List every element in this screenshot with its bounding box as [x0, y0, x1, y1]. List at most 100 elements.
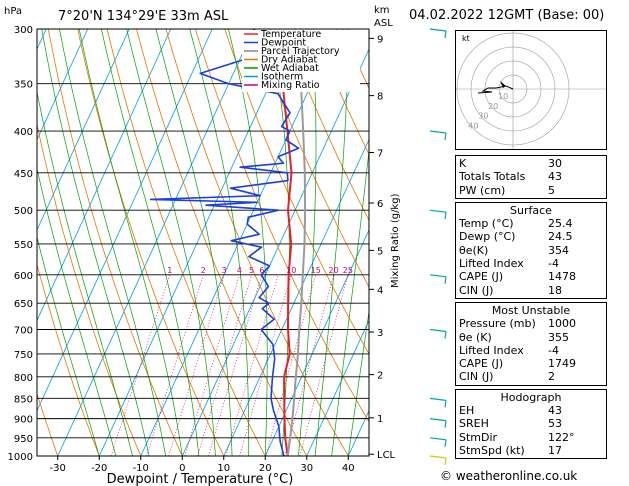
mixing-ratio-label: 20 [329, 266, 339, 275]
general-index-row: Totals Totals 43 [456, 170, 606, 183]
hodograph-index-row: StmSpd (kt) 17 [456, 444, 606, 457]
x-tick-label: 40 [342, 463, 355, 474]
dry-adiabat-line [165, 29, 349, 456]
mixing-ratio-label: 10 [286, 266, 296, 275]
km-tick-label: 9 [377, 34, 383, 45]
date-header: 04.02.2022 12GMT (Base: 00) [409, 8, 605, 23]
dry-adiabat-line [136, 29, 308, 456]
isotherm-line [98, 29, 296, 456]
unstable-index-row: θe (K) 355 [456, 331, 606, 344]
asl-label: ASL [374, 18, 393, 29]
unstable-index-value: 2 [548, 370, 555, 384]
sounding-traces [149, 29, 307, 456]
general-index-label: PW (cm) [459, 183, 506, 197]
hodograph-panel: kt 10 20 30 40 [455, 30, 607, 150]
pressure-label: 650 [14, 299, 33, 310]
surface-index-value: -4 [548, 257, 559, 271]
surface-index-value: 1478 [548, 270, 576, 284]
surface-index-row: θe(K) 354 [456, 244, 606, 257]
km-tick-label: 6 [377, 199, 383, 210]
x-tick-label: -20 [91, 463, 107, 474]
km-tick-label: 3 [377, 328, 383, 339]
isotherm-line [0, 29, 5, 456]
storm-motion-marker [500, 81, 506, 88]
general-index-value: 5 [548, 183, 555, 197]
wind-barb [429, 209, 447, 220]
legend-entry: Temperature [260, 29, 321, 40]
most-unstable-box: Most Unstable Pressure (mb) 1000 θe (K) 355… [455, 301, 607, 386]
legend-entry: Mixing Ratio [261, 80, 320, 91]
isotherm-line [223, 138, 369, 456]
mixing-ratio-label: 6 [259, 266, 264, 275]
hodograph-index-row: StmDir 122° [456, 431, 606, 444]
hodograph-index-row: EH 43 [456, 404, 606, 417]
hodograph-index-label: StmDir [459, 430, 498, 444]
wet-adiabat-line [347, 308, 369, 456]
wind-barbs [429, 28, 447, 466]
hodograph-ring-label: 30 [478, 112, 488, 121]
surface-index-row: CAPE (J) 1478 [456, 270, 606, 283]
unstable-index-row: CAPE (J) 1749 [456, 357, 606, 370]
surface-box: Surface Temp (°C) 25.4 Dewp (°C) 24.5 θe(K) 3… [455, 201, 607, 299]
pressure-label: 750 [14, 350, 33, 361]
hodograph-index-value: 122° [548, 430, 575, 444]
km-tick-label: 1 [377, 414, 383, 425]
surface-index-label: Temp (°C) [459, 217, 514, 231]
wet-adiabat-line [314, 29, 349, 456]
trace-parcel-trajectory [286, 40, 307, 456]
wind-barb [429, 418, 447, 428]
unstable-index-row: Lifted Index -4 [456, 344, 606, 357]
km-tick-label: 7 [377, 149, 383, 160]
dry-adiabat-line [607, 29, 629, 456]
trace-temperature [274, 40, 293, 456]
x-tick-label: 20 [259, 463, 272, 474]
x-tick-label: 30 [300, 463, 313, 474]
hodograph-ring-label: 40 [468, 122, 478, 131]
pressure-label: 600 [14, 271, 33, 282]
km-tick-label: 8 [377, 92, 383, 103]
surface-index-value: 24.5 [548, 230, 573, 244]
x-tick-label: -10 [133, 463, 149, 474]
pressure-label: 300 [14, 25, 33, 36]
unstable-index-label: CAPE (J) [459, 357, 504, 371]
unstable-index-label: CIN (J) [459, 370, 494, 384]
hodograph-index-value: 17 [548, 443, 562, 457]
surface-index-label: Lifted Index [459, 257, 524, 271]
wind-barb [429, 274, 447, 284]
legend-background [242, 30, 360, 92]
most-unstable-title: Most Unstable [491, 303, 571, 317]
wind-barb [429, 437, 447, 447]
hodograph-box: Hodograph EH 43 SREH 53 StmDir 122° StmSpd (kt… [455, 388, 607, 460]
surface-index-value: 18 [548, 283, 562, 297]
wet-adiabat-line [41, 29, 150, 456]
location-title: 7°20'N 134°29'E 33m ASL [58, 9, 229, 24]
pressure-label: 1000 [8, 452, 33, 463]
wind-barb [429, 28, 447, 39]
wet-adiabat-line [37, 90, 133, 456]
trace-dewpoint [149, 29, 300, 456]
surface-index-row: CIN (J) 18 [456, 284, 606, 297]
hodograph-index-label: SREH [459, 417, 489, 431]
pressure-label: 700 [14, 326, 33, 337]
hodograph-index-label: EH [459, 404, 475, 418]
hodograph-ring-label: 10 [498, 92, 508, 101]
legend-entry: Isotherm [261, 72, 303, 83]
isotherm-line [306, 319, 369, 456]
pressure-label: 400 [14, 127, 33, 138]
unstable-index-value: 1749 [548, 357, 576, 371]
isotherm-line [37, 29, 130, 231]
unstable-index-label: θe (K) [459, 330, 492, 344]
isotherm-line [37, 29, 213, 412]
unstable-index-label: Pressure (mb) [459, 317, 536, 331]
pressure-label: 900 [14, 415, 33, 426]
surface-index-label: Dewp (°C) [459, 230, 516, 244]
unstable-index-value: -4 [548, 343, 559, 357]
plot-frame [36, 28, 370, 457]
isotherm-line [37, 29, 89, 141]
pressure-label: 950 [14, 434, 33, 445]
general-index-value: 43 [548, 170, 562, 184]
km-tick-label: LCL [377, 450, 396, 461]
pressure-label: 350 [14, 80, 33, 91]
general-index-value: 30 [548, 157, 562, 170]
general-index-label: K [459, 157, 467, 170]
